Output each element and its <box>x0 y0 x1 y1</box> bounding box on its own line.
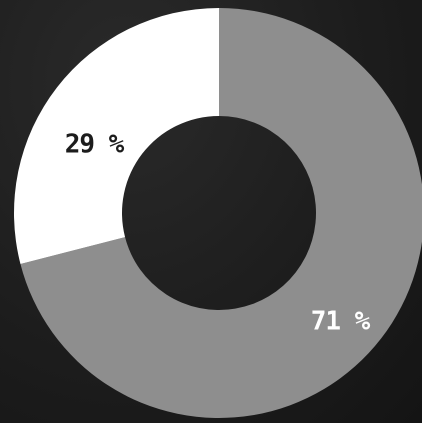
donut-slice-29 <box>13 8 219 264</box>
slice-label-29: 29 % <box>65 130 125 160</box>
donut-slice-71 <box>20 8 422 418</box>
donut-labels: 71 % 29 % <box>65 130 372 337</box>
slice-label-71: 71 % <box>311 307 371 337</box>
donut-slices <box>13 8 422 418</box>
